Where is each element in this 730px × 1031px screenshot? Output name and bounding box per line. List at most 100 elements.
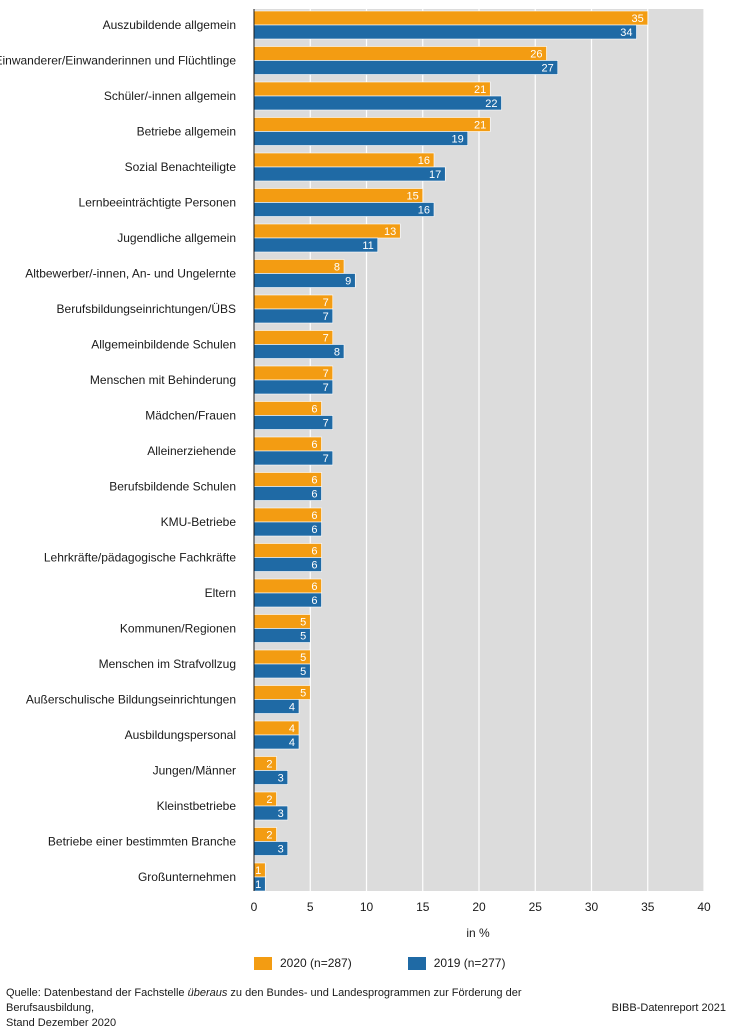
x-tick-label: 30 (585, 900, 599, 914)
x-tick-label: 5 (307, 900, 314, 914)
data-label: 19 (452, 134, 464, 146)
bar-2019 (253, 202, 435, 217)
category-label: Kommunen/Regionen (120, 622, 236, 636)
bar-2019 (253, 379, 334, 395)
data-label: 7 (323, 453, 329, 465)
x-axis-label: in % (466, 926, 490, 940)
bar-2020 (253, 10, 649, 26)
data-label: 8 (334, 347, 340, 359)
data-label: 27 (542, 63, 554, 75)
data-label: 2 (266, 830, 272, 842)
data-label: 1 (255, 865, 261, 877)
bar-2019 (253, 166, 446, 182)
source-suffix: zu den Bundes- und Landesprogrammen zur … (6, 987, 522, 1014)
data-label: 8 (334, 262, 340, 274)
data-label: 9 (345, 276, 351, 288)
credit: BIBB-Datenreport 2021 (611, 1002, 726, 1014)
data-label: 6 (311, 489, 317, 501)
x-tick-label: 25 (529, 900, 543, 914)
bar-2020 (253, 152, 435, 168)
category-label: Lehrkräfte/pädagogische Fachkräfte (44, 551, 236, 565)
data-label: 5 (300, 617, 306, 629)
bar-2020 (253, 330, 334, 345)
data-label: 5 (300, 688, 306, 700)
category-label: Einwanderer/Einwanderinnen und Flüchtlin… (0, 54, 236, 68)
bar-2020 (253, 259, 345, 274)
data-label: 7 (323, 368, 329, 380)
data-label: 21 (474, 84, 486, 96)
data-label: 2 (266, 759, 272, 771)
category-label: Betriebe einer bestimmten Branche (48, 835, 236, 849)
category-label: Mädchen/Frauen (145, 409, 236, 423)
bar-2019 (253, 60, 559, 75)
bar-2019 (253, 273, 356, 288)
legend-label-2020: 2020 (n=287) (280, 956, 352, 970)
legend: 2020 (n=287) 2019 (n=277) (254, 956, 505, 970)
bar-2019 (253, 450, 334, 466)
bar-2020 (253, 756, 277, 771)
legend-swatch-2020 (254, 956, 272, 970)
data-label: 5 (300, 666, 306, 678)
category-label: Berufsbildende Schulen (109, 480, 236, 494)
data-label: 13 (384, 226, 396, 238)
bar-2019 (253, 237, 379, 253)
data-label: 1 (255, 879, 261, 891)
x-tick-label: 35 (641, 900, 655, 914)
data-label: 26 (530, 49, 542, 61)
data-label: 6 (311, 439, 317, 451)
category-label: Jungen/Männer (153, 764, 236, 778)
category-label: Altbewerber/-innen, An- und Ungelernte (25, 267, 236, 281)
data-label: 3 (278, 773, 284, 785)
data-label: 4 (289, 702, 295, 714)
source-line2: Stand Dezember 2020 (6, 1017, 117, 1029)
x-tick-label: 0 (251, 900, 258, 914)
category-label: Menschen im Strafvollzug (99, 657, 236, 671)
x-tick-label: 10 (360, 900, 374, 914)
bar-2020 (253, 365, 334, 381)
bar-2020 (253, 188, 424, 203)
data-label: 17 (429, 169, 441, 181)
category-label: Ausbildungspersonal (125, 728, 236, 742)
bar-2020 (253, 294, 334, 310)
data-label: 6 (311, 524, 317, 536)
bar-2020 (253, 46, 547, 61)
data-label: 16 (418, 205, 430, 217)
data-label: 7 (323, 333, 329, 345)
data-label: 6 (311, 404, 317, 416)
data-label: 6 (311, 581, 317, 593)
source-italic: überaus (187, 987, 228, 999)
data-label: 6 (311, 475, 317, 487)
data-label: 7 (323, 311, 329, 323)
legend-swatch-2019 (407, 956, 426, 970)
bar-2019 (253, 95, 502, 111)
category-label: Großunternehmen (138, 870, 236, 884)
data-label: 4 (289, 737, 295, 749)
category-label: Betriebe allgemein (137, 125, 236, 139)
bar-2019 (253, 308, 334, 324)
bar-2020 (253, 827, 277, 842)
category-label: Sozial Benachteiligte (125, 160, 237, 174)
bar-2020 (253, 223, 401, 239)
data-label: 6 (311, 595, 317, 607)
data-label: 6 (311, 546, 317, 558)
category-label: Alleinerziehende (147, 444, 236, 458)
category-label: Auszubildende allgemein (103, 18, 236, 32)
category-label: Außerschulische Bildungseinrichtungen (26, 693, 236, 707)
category-label: Eltern (205, 586, 236, 600)
data-label: 15 (407, 191, 419, 203)
data-label: 11 (362, 240, 373, 252)
data-label: 7 (323, 382, 329, 394)
data-label: 34 (620, 27, 632, 39)
bar-2019 (253, 344, 345, 359)
data-label: 16 (418, 155, 430, 167)
category-label: Allgemeinbildende Schulen (91, 338, 236, 352)
data-label: 5 (300, 631, 306, 643)
data-label: 5 (300, 652, 306, 664)
x-tick-label: 15 (416, 900, 430, 914)
source-prefix: Quelle: Datenbestand der Fachstelle (6, 987, 188, 999)
category-label: Lernbeeinträchtigte Personen (79, 196, 236, 210)
data-label: 4 (289, 723, 295, 735)
legend-label-2019: 2019 (n=277) (433, 956, 506, 970)
bar-2020 (253, 791, 277, 807)
